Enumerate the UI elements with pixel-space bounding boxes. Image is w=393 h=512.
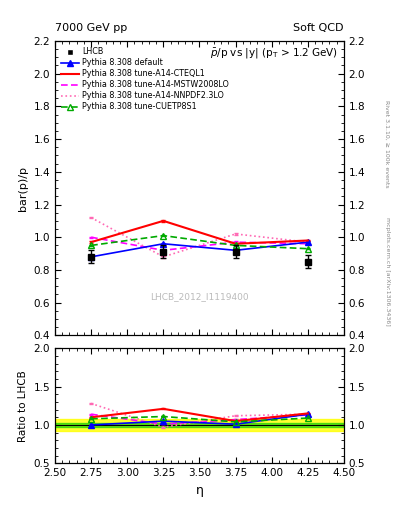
- Y-axis label: Ratio to LHCB: Ratio to LHCB: [18, 370, 28, 442]
- Text: mcplots.cern.ch [arXiv:1306.3436]: mcplots.cern.ch [arXiv:1306.3436]: [385, 217, 389, 326]
- Y-axis label: bar(p)/p: bar(p)/p: [18, 166, 28, 210]
- Text: 7000 GeV pp: 7000 GeV pp: [55, 23, 127, 33]
- Text: Soft QCD: Soft QCD: [294, 23, 344, 33]
- Text: Rivet 3.1.10, ≥ 100k events: Rivet 3.1.10, ≥ 100k events: [385, 99, 389, 187]
- Bar: [55, 423, 344, 427]
- X-axis label: η: η: [195, 484, 204, 497]
- Text: $\bar{p}$/p vs |y| (p$_\mathrm{T}$ > 1.2 GeV): $\bar{p}$/p vs |y| (p$_\mathrm{T}$ > 1.2…: [210, 47, 338, 61]
- Legend: LHCB, Pythia 8.308 default, Pythia 8.308 tune-A14-CTEQL1, Pythia 8.308 tune-A14-: LHCB, Pythia 8.308 default, Pythia 8.308…: [59, 45, 232, 114]
- Text: LHCB_2012_I1119400: LHCB_2012_I1119400: [150, 292, 249, 302]
- Bar: [55, 419, 344, 431]
